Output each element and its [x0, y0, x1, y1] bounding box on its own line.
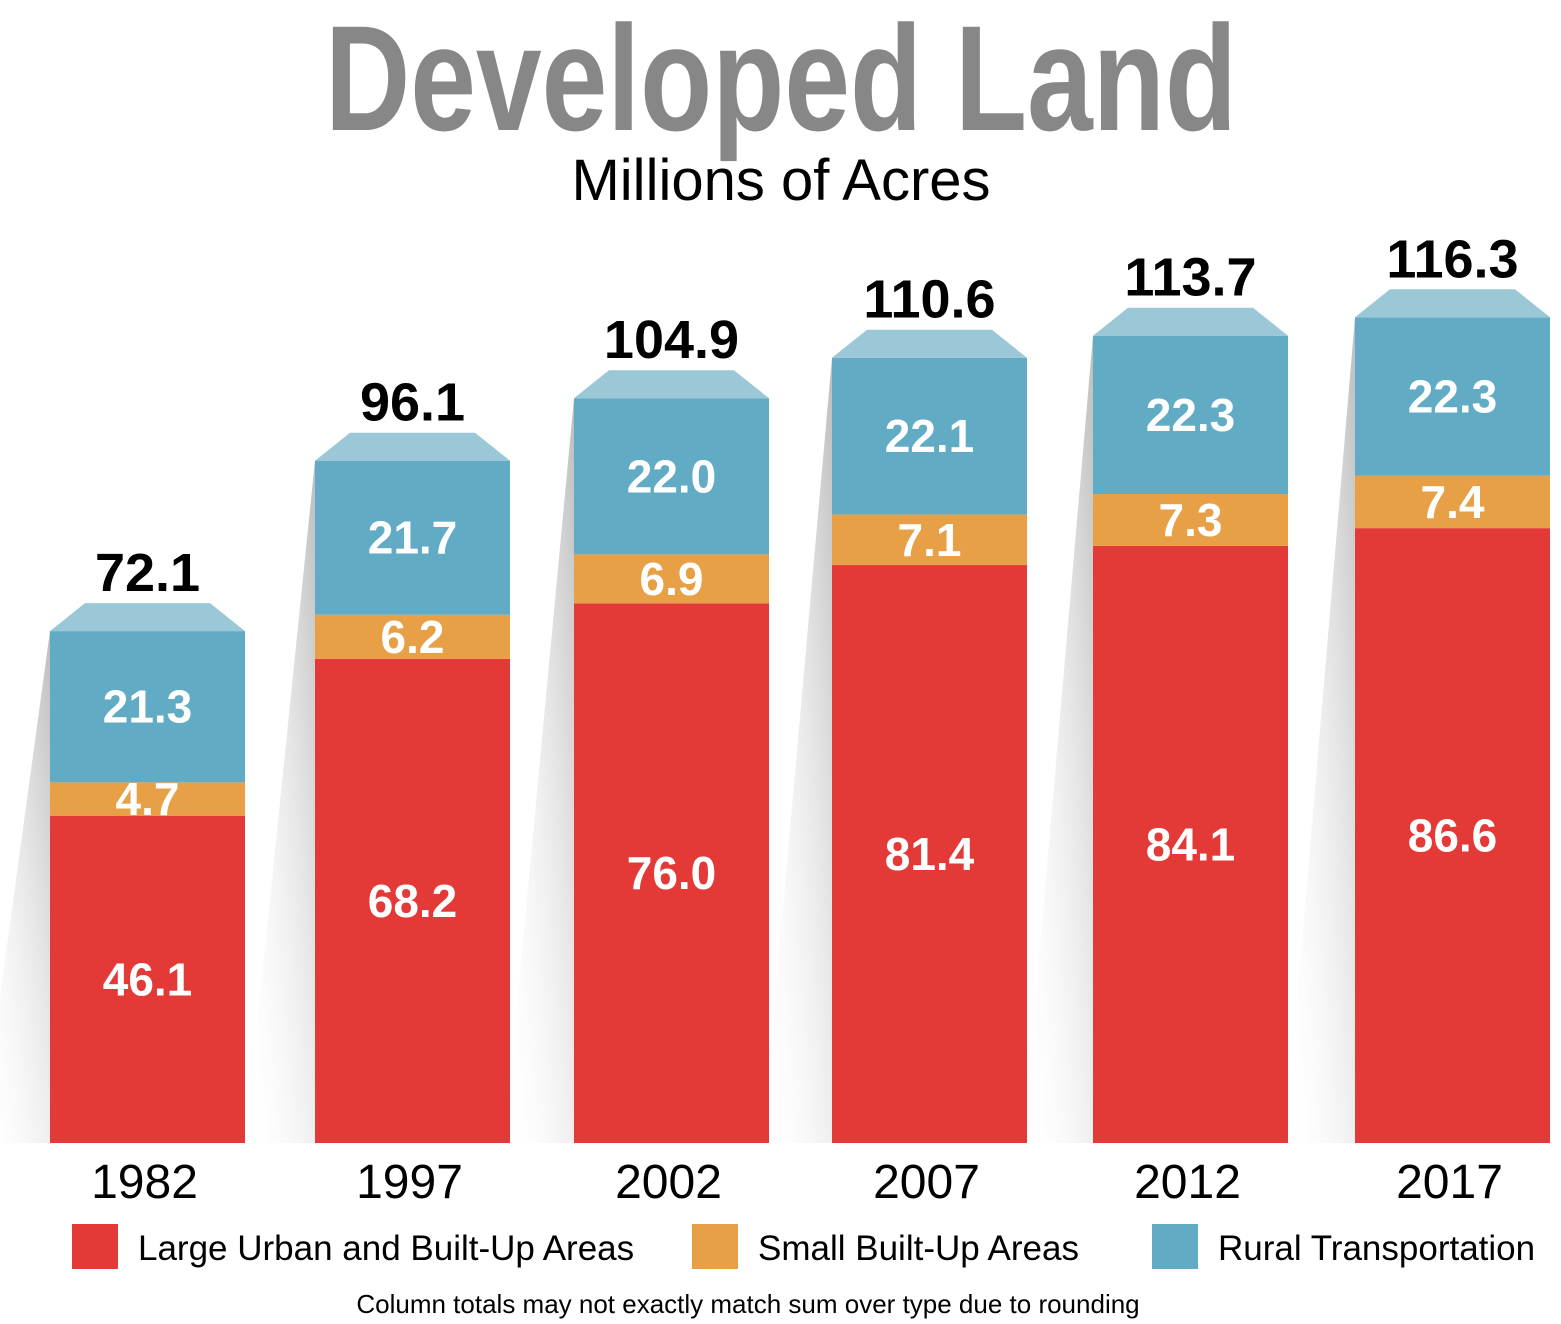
x-tick-label: 2007: [873, 1156, 980, 1209]
legend-label: Small Built-Up Areas: [758, 1229, 1079, 1268]
legend-swatch: [1152, 1224, 1198, 1269]
segment-label: 68.2: [368, 875, 458, 927]
legend-label: Large Urban and Built-Up Areas: [138, 1229, 634, 1268]
segment-label: 7.1: [898, 514, 962, 566]
bar-segment: [1093, 545, 1288, 1143]
bar-cap: [574, 370, 769, 399]
bar-shadow: [504, 398, 574, 1144]
segment-label: 7.3: [1159, 494, 1223, 546]
bar-segment: [50, 782, 245, 816]
bar-segment: [1355, 317, 1550, 476]
x-tick-label: 1997: [356, 1156, 463, 1209]
segment-label: 6.2: [381, 611, 445, 663]
segment-label: 22.1: [885, 410, 975, 462]
bar-segment: [574, 603, 769, 1143]
bar-cap: [832, 329, 1027, 358]
segment-label: 84.1: [1146, 818, 1236, 870]
bar-segment: [1355, 475, 1550, 529]
bar-segment: [574, 554, 769, 604]
chart-title: Developed Land: [325, 0, 1237, 162]
bar-cap: [1355, 289, 1550, 318]
segment-label: 22.3: [1146, 389, 1236, 441]
segment-label: 21.7: [368, 512, 458, 564]
segment-label: 7.4: [1421, 476, 1485, 528]
chart-subtitle: Millions of Acres: [571, 148, 990, 213]
x-tick-label: 1982: [91, 1156, 198, 1209]
bar-segment: [574, 398, 769, 555]
bar-segment: [832, 514, 1027, 566]
x-tick-label: 2012: [1134, 1156, 1241, 1209]
total-label: 110.6: [863, 270, 995, 330]
bar-segment: [1093, 335, 1288, 495]
segment-label: 22.0: [627, 450, 717, 502]
segment-label: 21.3: [103, 681, 193, 733]
bar-shadow: [245, 460, 315, 1143]
total-label: 104.9: [604, 310, 739, 370]
total-label: 72.1: [95, 543, 200, 603]
footnote: Column totals may not exactly match sum …: [356, 1289, 1139, 1319]
bar-segment: [832, 565, 1027, 1143]
legend-swatch: [72, 1224, 118, 1269]
bar-shadow: [1023, 335, 1093, 1144]
bar-cap: [1093, 307, 1288, 336]
bar-segment: [50, 815, 245, 1143]
bar-shadow: [0, 631, 50, 1143]
bar-cap: [50, 603, 245, 632]
total-label: 113.7: [1124, 248, 1256, 308]
total-label: 96.1: [360, 373, 465, 433]
x-tick-label: 2002: [615, 1156, 722, 1209]
bar-segment: [315, 614, 510, 659]
legend-swatch: [692, 1224, 738, 1269]
bar-segment: [50, 631, 245, 783]
total-label: 116.3: [1386, 229, 1518, 289]
bar-shadow: [762, 357, 832, 1143]
segment-label: 22.3: [1408, 370, 1498, 422]
segment-label: 6.9: [640, 553, 704, 605]
bar-segment: [315, 658, 510, 1143]
x-tick-label: 2017: [1396, 1156, 1503, 1209]
segment-label: 81.4: [885, 828, 975, 880]
bar-segment: [1355, 528, 1550, 1143]
bar-segment: [315, 460, 510, 615]
segment-label: 46.1: [103, 953, 193, 1005]
bar-segment: [1093, 494, 1288, 546]
segment-label: 86.6: [1408, 810, 1498, 862]
bar-shadow: [1285, 317, 1355, 1143]
legend-label: Rural Transportation: [1218, 1229, 1535, 1268]
bar-segment: [832, 357, 1027, 515]
bar-cap: [315, 432, 510, 461]
segment-label: 76.0: [627, 847, 717, 899]
